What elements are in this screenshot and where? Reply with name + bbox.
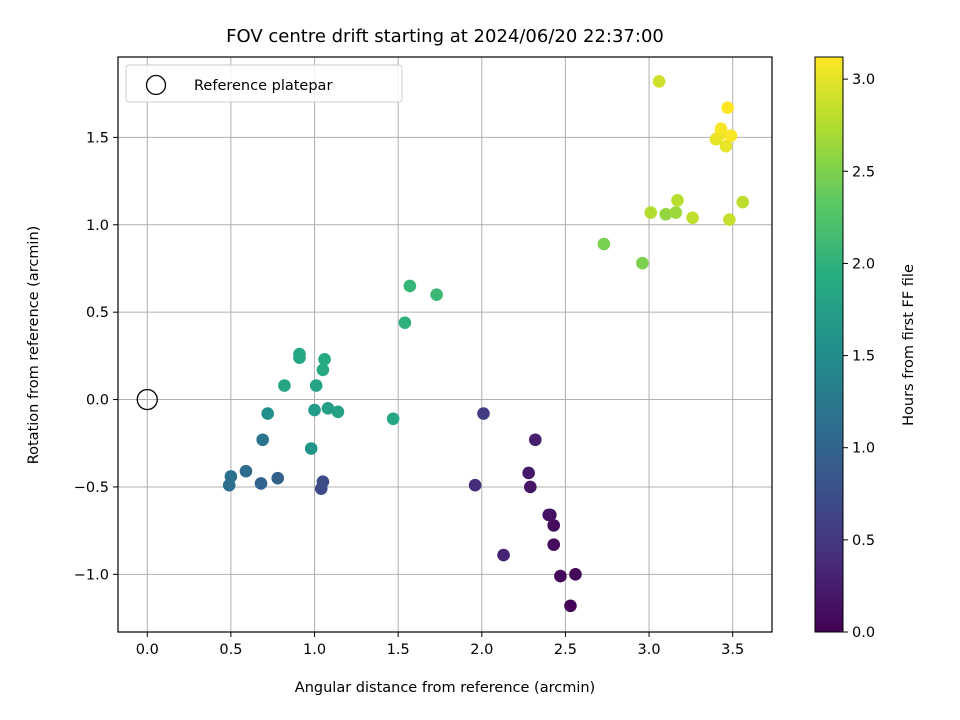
data-point [430, 288, 443, 301]
x-tick-label: 2.5 [554, 642, 577, 658]
reference-platepar-marker [136, 388, 158, 411]
data-point [719, 139, 733, 153]
y-tick-label: 1.5 [86, 130, 109, 146]
data-point [554, 569, 567, 583]
data-point [308, 403, 321, 417]
data-point [331, 405, 345, 419]
data-point [271, 471, 285, 485]
colorbar-tick-label: 1.5 [852, 349, 875, 365]
data-point [497, 548, 510, 562]
data-point [468, 478, 482, 492]
x-axis-ticks: 0.0 0.5 1.0 1.5 2.0 2.5 3.0 3.5 [136, 632, 744, 658]
colorbar-ticks: 0.0 0.5 1.0 1.5 2.0 2.5 3.0 [843, 72, 875, 641]
data-point [652, 75, 666, 88]
x-tick-label: 0.0 [136, 642, 159, 658]
data-point [564, 599, 577, 613]
data-point [714, 122, 728, 135]
plot-frame [117, 56, 773, 633]
data-point [636, 256, 649, 270]
data-point [569, 568, 582, 581]
data-points [222, 75, 750, 613]
data-point [321, 401, 335, 415]
x-tick-label: 2.0 [470, 642, 493, 658]
data-point [522, 466, 535, 480]
data-point [644, 206, 658, 219]
data-point [316, 475, 330, 488]
chart-title: FOV centre drift starting at 2024/06/20 … [226, 26, 664, 47]
y-tick-label: −0.5 [74, 480, 109, 496]
data-point [261, 407, 275, 420]
data-point [547, 538, 561, 551]
legend-box [125, 64, 403, 103]
y-tick-label: −1.0 [74, 567, 109, 583]
x-tick-label: 3.0 [638, 642, 661, 658]
colorbar-tick-label: 0.0 [852, 625, 875, 641]
data-point [542, 508, 556, 522]
x-tick-label: 0.5 [219, 642, 242, 658]
colorbar-tick-label: 2.5 [852, 164, 875, 180]
data-point [278, 379, 291, 392]
data-point [316, 363, 330, 377]
data-point [669, 206, 683, 219]
data-point [403, 279, 417, 293]
data-point [721, 101, 734, 114]
data-point [318, 353, 331, 366]
colorbar-label: Hours from first FF file [901, 264, 917, 426]
data-point [723, 213, 736, 226]
data-point [724, 129, 738, 142]
data-point [398, 316, 412, 329]
data-point [597, 237, 611, 251]
data-point [256, 433, 269, 447]
data-point [686, 211, 699, 225]
legend-entry-reference: Reference platepar [194, 78, 332, 94]
x-tick-label: 1.5 [387, 642, 410, 658]
colorbar-tick-label: 2.0 [852, 256, 875, 272]
data-point [524, 480, 537, 494]
data-point [736, 195, 750, 209]
data-point [239, 464, 253, 478]
data-point [304, 442, 318, 455]
data-point [547, 519, 561, 532]
colorbar-tick-label: 3.0 [852, 72, 875, 88]
data-point [309, 379, 323, 392]
data-point [254, 477, 268, 490]
data-point [224, 470, 238, 483]
y-axis-ticks: −1.0 −0.5 0.0 0.5 1.0 1.5 [74, 130, 118, 583]
y-tick-label: 0.5 [86, 305, 109, 321]
colorbar-gradient [814, 56, 844, 633]
legend-marker-reference [145, 74, 167, 96]
data-point [386, 412, 400, 426]
x-tick-label: 3.5 [721, 642, 744, 658]
reference-marker-layer [136, 388, 158, 411]
colorbar: 0.0 0.5 1.0 1.5 2.0 2.5 3.0 Hours from first F… [814, 56, 917, 641]
x-tick-label: 1.0 [303, 642, 326, 658]
x-axis-label: Angular distance from reference (arcmin) [295, 680, 595, 696]
legend: Reference platepar [125, 64, 403, 103]
data-point [671, 194, 684, 207]
colorbar-tick-label: 1.0 [852, 441, 875, 457]
data-point [529, 433, 542, 447]
y-tick-label: 0.0 [86, 393, 109, 409]
y-axis-label: Rotation from reference (arcmin) [26, 226, 42, 465]
y-tick-label: 1.0 [86, 218, 109, 234]
grid-lines [118, 57, 772, 632]
colorbar-tick-label: 0.5 [852, 533, 875, 549]
data-point [659, 207, 673, 221]
data-point [477, 407, 490, 420]
data-point [293, 351, 306, 364]
